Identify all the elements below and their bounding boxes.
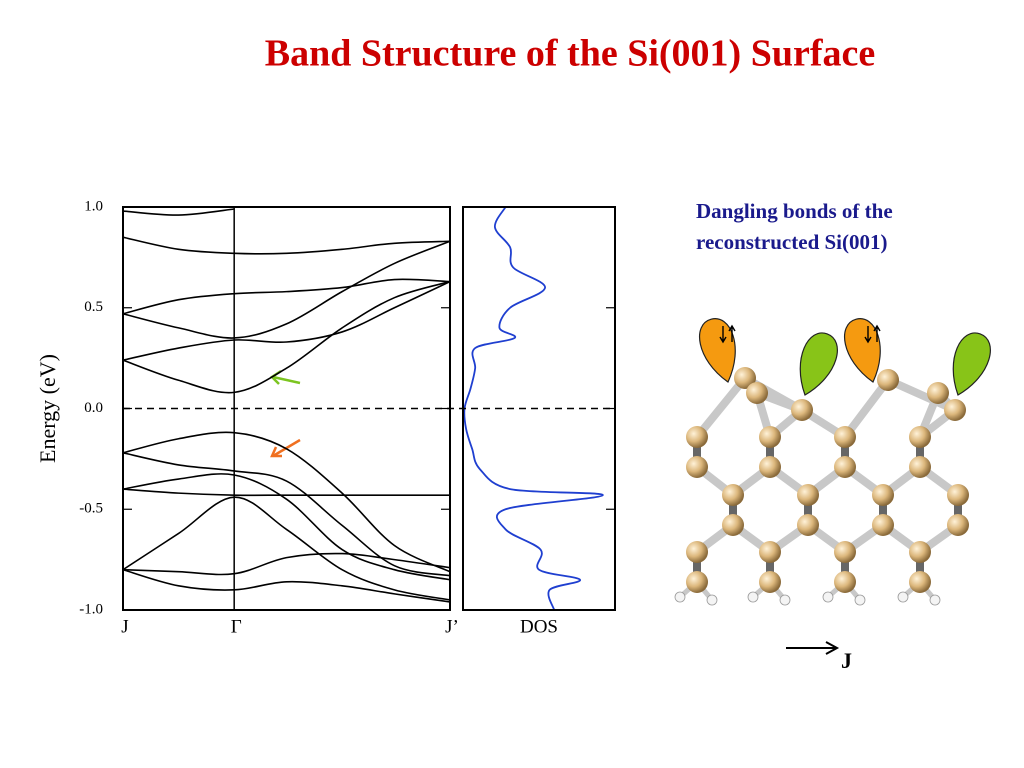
dos-line xyxy=(463,206,604,611)
si-atom xyxy=(872,514,894,536)
h-atom xyxy=(779,594,791,606)
slide-title: Band Structure of the Si(001) Surface xyxy=(265,33,875,75)
si-atom xyxy=(944,399,966,421)
band-line xyxy=(123,496,450,601)
caption: Dangling bonds of the reconstructed Si(0… xyxy=(696,199,893,254)
si-atom xyxy=(834,571,856,593)
si-atom xyxy=(834,541,856,563)
direction-arrow xyxy=(786,641,840,655)
spin-arrows xyxy=(719,324,736,344)
y-tick-label: -1.0 xyxy=(79,601,103,617)
y-tick-label: 0.5 xyxy=(84,299,103,315)
h-atom xyxy=(854,594,866,606)
dangling-bond-lobe xyxy=(799,332,838,396)
si-atom xyxy=(834,456,856,478)
si-atom xyxy=(947,514,969,536)
band-line xyxy=(123,278,450,315)
si-atom xyxy=(686,541,708,563)
si-atom xyxy=(872,484,894,506)
si-atom xyxy=(909,541,931,563)
h-atom xyxy=(929,594,941,606)
si-atom xyxy=(686,456,708,478)
band-line xyxy=(123,240,450,339)
si-atom xyxy=(722,514,744,536)
h-atom xyxy=(706,594,718,606)
h-atom xyxy=(897,591,909,603)
h-atom xyxy=(822,591,834,603)
si-atom xyxy=(947,484,969,506)
si-atom xyxy=(909,571,931,593)
band-line xyxy=(123,488,450,497)
si-atom xyxy=(909,456,931,478)
dangling-bond-lobe xyxy=(952,332,991,396)
si-atom xyxy=(759,541,781,563)
conduction-arrow xyxy=(270,369,301,385)
band-line xyxy=(123,473,450,581)
si-atom xyxy=(797,484,819,506)
si-atom xyxy=(759,571,781,593)
si-atom xyxy=(791,399,813,421)
band-line xyxy=(123,208,235,216)
x-axis-label: DOS xyxy=(520,616,558,637)
si-atom xyxy=(759,456,781,478)
y-tick-label: 0.0 xyxy=(84,400,103,416)
bond xyxy=(841,376,892,441)
y-tick-label: 1.0 xyxy=(84,198,103,214)
si-atom xyxy=(834,426,856,448)
band-line xyxy=(123,568,450,603)
si-atom xyxy=(797,514,819,536)
band-line xyxy=(123,552,450,576)
x-tick-label: Γ xyxy=(231,616,242,637)
bond xyxy=(693,374,749,441)
y-tick-label: -0.5 xyxy=(79,501,103,517)
h-atom xyxy=(747,591,759,603)
si-atom xyxy=(877,369,899,391)
spin-arrows xyxy=(864,324,881,344)
band-line xyxy=(123,236,450,255)
h-atom xyxy=(674,591,686,603)
si-atom xyxy=(686,571,708,593)
direction-label: J xyxy=(841,648,852,673)
x-tick-label: J’ xyxy=(445,616,459,637)
dangling-bond-lobe xyxy=(843,318,881,383)
bond xyxy=(884,376,959,414)
band-line xyxy=(123,280,450,394)
si-atom xyxy=(734,367,756,389)
si-atom xyxy=(746,382,768,404)
x-tick-label: J xyxy=(121,616,128,637)
band-line xyxy=(123,280,450,361)
si-atom xyxy=(909,426,931,448)
si-atom xyxy=(686,426,708,448)
si-atom xyxy=(927,382,949,404)
si-atom xyxy=(759,426,781,448)
dangling-bond-lobe xyxy=(698,318,736,383)
si-atom xyxy=(722,484,744,506)
band-line xyxy=(123,452,450,577)
band-line xyxy=(123,431,450,573)
y-axis-label: Energy (eV) xyxy=(35,354,60,463)
surface-structure xyxy=(674,318,991,606)
